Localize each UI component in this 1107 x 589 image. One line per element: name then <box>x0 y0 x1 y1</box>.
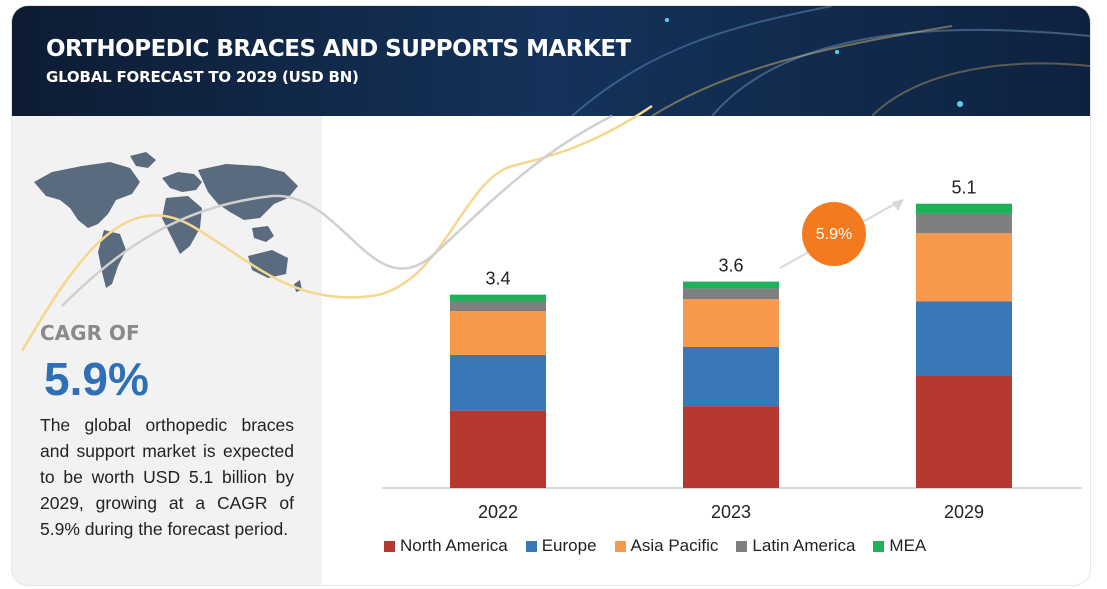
cagr-label: CAGR OF <box>40 321 140 345</box>
chart-legend: North America Europe Asia Pacific Latin Ame… <box>384 536 926 556</box>
infographic-card: ORTHOPEDIC BRACES AND SUPPORTS MARKET GL… <box>12 6 1090 585</box>
legend-label: Latin America <box>752 536 856 555</box>
bar-2022-mea <box>450 294 546 302</box>
legend-label: MEA <box>889 536 927 555</box>
legend-swatch <box>525 540 537 552</box>
bar-2023-north-america <box>683 406 779 488</box>
bar-2023-europe <box>683 346 779 407</box>
legend-label: Europe <box>541 536 597 555</box>
page-subtitle: GLOBAL FORECAST TO 2029 (USD BN) <box>46 68 359 86</box>
legend-label: North America <box>400 536 508 555</box>
bar-2029-mea <box>916 203 1012 214</box>
bar-2023-latin-america <box>683 288 779 300</box>
world-map-icon <box>34 152 302 292</box>
header-banner: ORTHOPEDIC BRACES AND SUPPORTS MARKET GL… <box>12 6 1090 116</box>
total-label-2029: 5.1 <box>951 178 976 198</box>
legend-swatch <box>873 540 885 552</box>
bar-2022-north-america <box>450 410 546 488</box>
legend-swatch <box>614 540 626 552</box>
legend-item-europe: Europe <box>525 536 597 556</box>
x-tick-label-2022: 2022 <box>478 502 518 522</box>
cagr-value: 5.9% <box>44 353 149 405</box>
legend-item-mea: MEA <box>873 536 926 556</box>
x-tick-label-2023: 2023 <box>711 502 751 522</box>
bar-2029-europe <box>916 301 1012 376</box>
legend-swatch <box>384 540 395 552</box>
left-panel: CAGR OF 5.9% The global orthopedic brace… <box>12 116 322 585</box>
growth-badge <box>802 202 866 266</box>
bar-2022-europe <box>450 354 546 411</box>
bar-2022-latin-america <box>450 301 546 312</box>
total-label-2022: 3.4 <box>485 269 510 289</box>
growth-arrow-head <box>892 199 904 211</box>
decorative-wave-grey <box>61 114 613 307</box>
legend-swatch <box>736 540 748 552</box>
stacked-bar-chart: 3.4 2022 3.6 2023 5.1 2029 5.9% <box>20 104 1082 522</box>
bar-2029-north-america <box>916 375 1012 488</box>
bar-2029-latin-america <box>916 213 1012 234</box>
growth-badge-label: 5.9% <box>816 226 852 243</box>
legend-item-asia-pacific: Asia Pacific <box>614 536 719 556</box>
bar-2023-mea <box>683 281 779 289</box>
legend-label: Asia Pacific <box>630 536 719 555</box>
page-title: ORTHOPEDIC BRACES AND SUPPORTS MARKET <box>46 36 631 62</box>
bar-2022-asia-pacific <box>450 311 546 355</box>
x-tick-label-2029: 2029 <box>944 502 984 522</box>
legend-item-north-america: North America <box>384 536 508 556</box>
bar-2029-asia-pacific <box>916 233 1012 302</box>
market-description: The global orthopedic braces and support… <box>40 415 294 539</box>
decorative-wave-yellow <box>20 104 653 352</box>
legend-item-latin-america: Latin America <box>736 536 855 556</box>
header-background <box>12 6 1090 116</box>
bar-2023-asia-pacific <box>683 299 779 347</box>
total-label-2023: 3.6 <box>718 256 743 276</box>
